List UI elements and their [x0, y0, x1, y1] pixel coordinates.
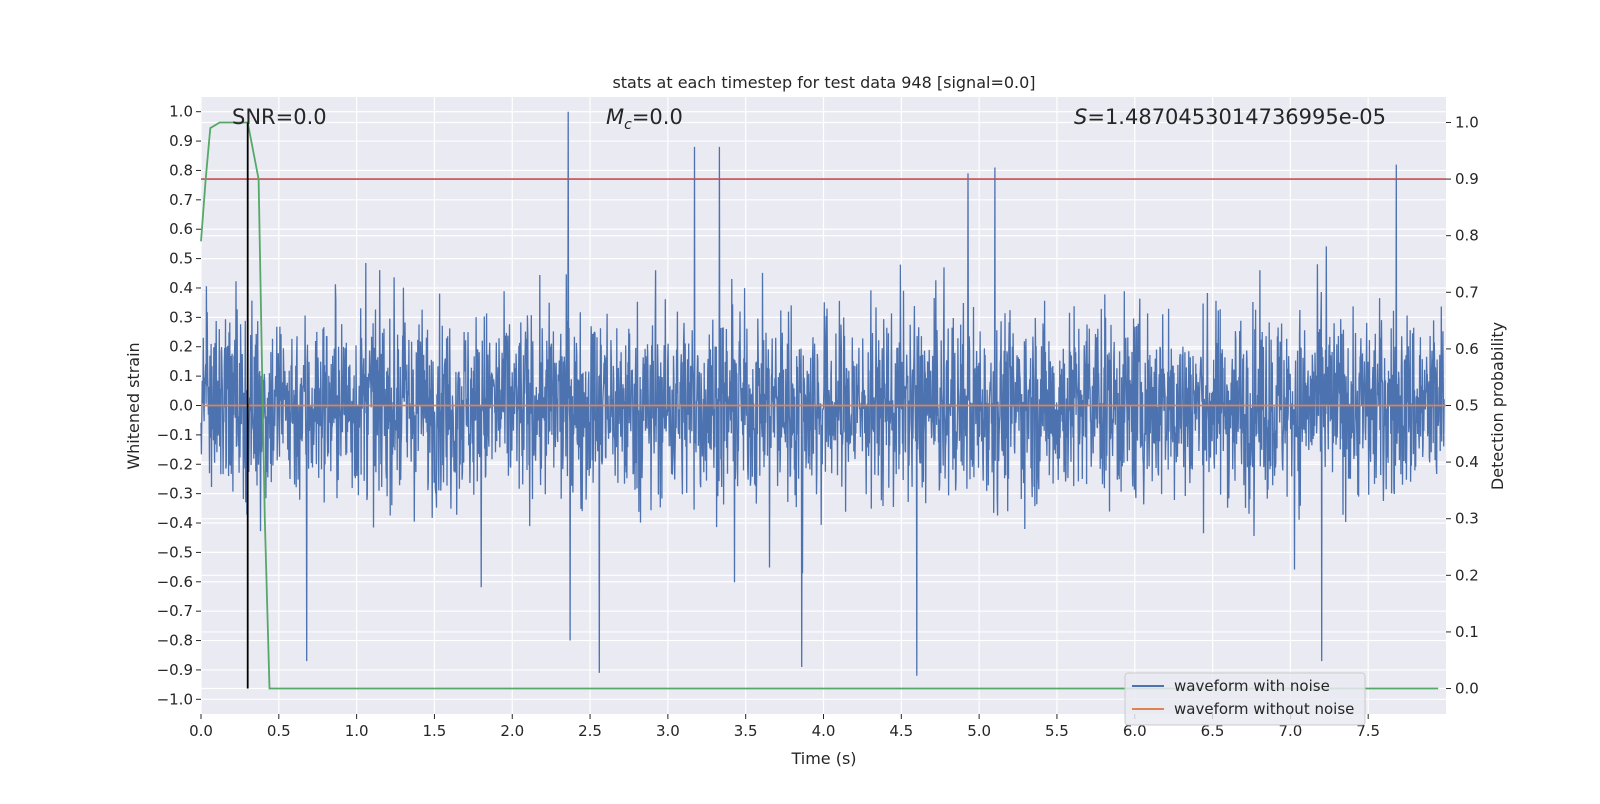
legend: waveform with noise waveform without noi…: [1124, 672, 1366, 726]
y-tick-label-16: 0.6: [169, 220, 193, 238]
mc-subscript: c: [624, 117, 632, 133]
data-layer: [200, 111, 1446, 690]
x-tick-label-7: 3.5: [734, 722, 758, 740]
y-tick-label-18: 0.8: [169, 161, 193, 179]
y-tick-label-19: 0.9: [169, 132, 193, 150]
y-tick-label-11: 0.1: [169, 367, 193, 385]
s-value: =1.4870453014736995e-05: [1087, 105, 1386, 129]
x-tick-label-14: 7.0: [1278, 722, 1302, 740]
x-tick-label-15: 7.5: [1356, 722, 1380, 740]
mc-annotation: Mc=0.0: [606, 105, 683, 133]
y-tick-label-17: 0.7: [169, 191, 193, 209]
x-tick-label-0: 0.0: [189, 722, 213, 740]
y2-tick-label-2: 0.2: [1455, 566, 1479, 584]
y-tick-label-9: −0.1: [157, 426, 193, 444]
snr-annotation: SNR=0.0: [232, 105, 327, 129]
y-axis-label: Whitened strain: [124, 342, 143, 469]
y2-tick-label-10: 1.0: [1455, 113, 1479, 131]
y2-tick-label-8: 0.8: [1455, 227, 1479, 245]
y-tick-label-10: 0.0: [169, 397, 193, 415]
x-tick-label-12: 6.0: [1123, 722, 1147, 740]
s-annotation: S=1.4870453014736995e-05: [1074, 105, 1386, 129]
mc-value: =0.0: [632, 105, 683, 129]
x-ticks: 0.0 0.5 1.0 1.5 2.0 2.5 3.0 3.5 4.0 4.5 5.0 5.5 6.0 6…: [189, 714, 1380, 740]
y2-tick-label-3: 0.3: [1455, 510, 1479, 528]
x-tick-label-8: 4.0: [812, 722, 836, 740]
mc-symbol: M: [606, 105, 624, 129]
legend-box: [1124, 672, 1366, 726]
y-tick-label-1: −0.9: [157, 661, 193, 679]
y2-tick-label-9: 0.9: [1455, 170, 1479, 188]
y2-tick-label-1: 0.1: [1455, 623, 1479, 641]
y2-tick-label-0: 0.0: [1455, 680, 1479, 698]
y2-tick-label-6: 0.6: [1455, 340, 1479, 358]
s-symbol: S: [1074, 105, 1087, 129]
chart-title: stats at each timestep for test data 948…: [612, 73, 1035, 92]
y2-tick-label-7: 0.7: [1455, 283, 1479, 301]
x-tick-label-3: 1.5: [423, 722, 447, 740]
y-tick-label-13: 0.3: [169, 308, 193, 326]
y-tick-label-0: −1.0: [157, 690, 193, 708]
x-tick-label-9: 4.5: [889, 722, 913, 740]
y-tick-label-12: 0.2: [169, 338, 193, 356]
y-tick-label-8: −0.2: [157, 455, 193, 473]
y-tick-label-15: 0.5: [169, 250, 193, 268]
x-tick-label-5: 2.5: [578, 722, 602, 740]
x-tick-label-11: 5.5: [1045, 722, 1069, 740]
series-waveform-with-noise: [200, 111, 1445, 676]
y-tick-label-7: −0.3: [157, 485, 193, 503]
y-tick-label-14: 0.4: [169, 279, 193, 297]
y-tick-label-5: −0.5: [157, 543, 193, 561]
x-tick-label-1: 0.5: [267, 722, 291, 740]
x-tick-label-6: 3.0: [656, 722, 680, 740]
y2-axis-label: Detection probability: [1488, 322, 1507, 490]
y-tick-label-3: −0.7: [157, 602, 193, 620]
y-tick-label-6: −0.4: [157, 514, 193, 532]
legend-label-clean: waveform without noise: [1174, 700, 1354, 718]
legend-label-noise: waveform with noise: [1174, 677, 1330, 695]
y-tick-label-4: −0.6: [157, 573, 193, 591]
x-tick-label-13: 6.5: [1201, 722, 1225, 740]
y-tick-label-20: 1.0: [169, 103, 193, 121]
left-y-ticks: −1.0 −0.9 −0.8 −0.7 −0.6 −0.5 −0.4 −0.3 −0.2 −0.1…: [157, 103, 201, 708]
x-axis-label: Time (s): [790, 749, 856, 768]
x-tick-label-10: 5.0: [967, 722, 991, 740]
x-tick-label-2: 1.0: [345, 722, 369, 740]
y2-tick-label-5: 0.5: [1455, 397, 1479, 415]
x-tick-label-4: 2.0: [500, 722, 524, 740]
y-tick-label-2: −0.8: [157, 632, 193, 650]
right-y-ticks: 0.0 0.1 0.2 0.3 0.4 0.5 0.6 0.7 0.8 0.9 1.0: [1446, 113, 1479, 698]
y2-tick-label-4: 0.4: [1455, 453, 1479, 471]
